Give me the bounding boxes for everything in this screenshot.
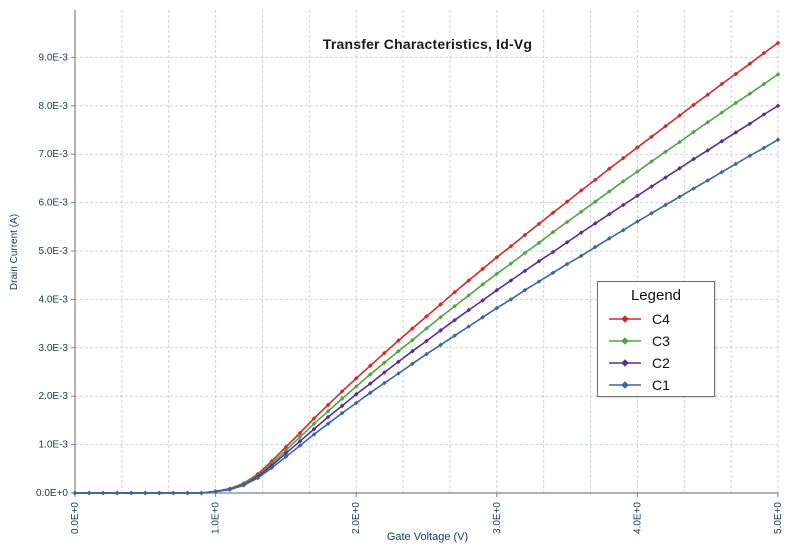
x-tick-label: 2.0E+0	[351, 502, 362, 534]
legend-item-label: C4	[652, 311, 670, 327]
legend-title: Legend	[630, 287, 682, 304]
legend: Legend C4 C3 C2 C1	[597, 281, 715, 397]
y-tick-label: 2.0E-3	[39, 391, 69, 402]
legend-item-c2: C2	[598, 352, 714, 374]
series-line-C4	[75, 42, 779, 494]
y-tick-label: 4.0E-3	[39, 294, 69, 305]
x-tick-label: 1.0E+0	[211, 502, 222, 534]
y-axis-title: Drain Current (A)	[9, 213, 20, 291]
series-markers-C4	[72, 40, 781, 496]
y-tick-label: 8.0E-3	[39, 101, 69, 112]
series-marker-icon	[609, 337, 641, 345]
legend-item-label: C1	[652, 377, 670, 393]
legend-item-label: C3	[652, 333, 670, 349]
x-tick-label: 0.0E+0	[70, 502, 81, 534]
chart-title: Transfer Characteristics, Id-Vg	[322, 36, 533, 52]
y-tick-label: 6.0E-3	[39, 198, 69, 209]
y-tick-label: 9.0E-3	[39, 52, 69, 63]
x-tick-label: 3.0E+0	[492, 502, 503, 534]
legend-item-c1: C1	[598, 374, 714, 396]
series-marker-icon	[609, 315, 641, 323]
legend-item-c3: C3	[598, 330, 714, 352]
y-tick-label: 5.0E-3	[39, 246, 69, 257]
y-tick-label: 7.0E-3	[39, 149, 69, 160]
y-tick-label: 0.0E+0	[36, 488, 68, 499]
legend-item-c4: C4	[598, 308, 714, 330]
series-marker-icon	[609, 359, 641, 367]
y-tick-label: 3.0E-3	[39, 343, 69, 354]
legend-item-label: C2	[652, 355, 670, 371]
series-marker-icon	[609, 381, 641, 389]
x-tick-label: 5.0E+0	[773, 502, 784, 534]
y-tick-label: 1.0E-3	[39, 440, 69, 451]
x-axis-title: Gate Voltage (V)	[386, 531, 469, 543]
x-tick-label: 4.0E+0	[632, 502, 643, 534]
